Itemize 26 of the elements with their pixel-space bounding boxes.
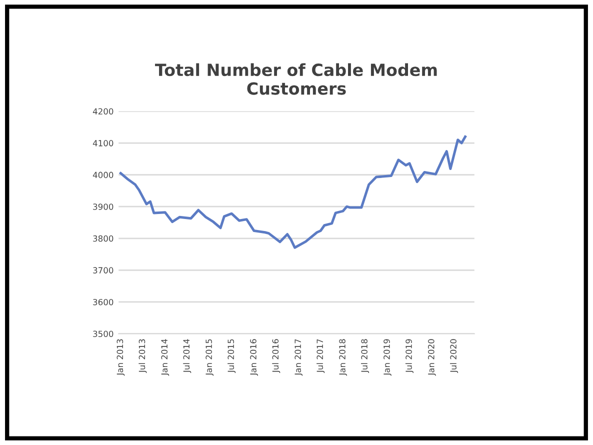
y-tick-label: 4000 <box>92 172 114 178</box>
x-tick-label: Jul 2017 <box>316 339 325 373</box>
x-tick-label: Jul 2015 <box>228 339 236 373</box>
x-tick-label: Jan 2014 <box>161 339 170 376</box>
x-tick-label: Jul 2013 <box>138 339 147 373</box>
x-tick-label: Jan 2016 <box>250 339 258 376</box>
x-tick-label: Jul 2016 <box>272 339 280 373</box>
y-tick-label: 3500 <box>93 330 114 338</box>
y-tick-label: 3600 <box>93 298 114 306</box>
y-tick-label: 4100 <box>92 140 114 146</box>
chart-title: Total Number of Cable Modem Customers <box>155 63 437 95</box>
x-tick-label: Jul 2019 <box>405 339 414 373</box>
line-series <box>119 135 467 249</box>
x-tick-label: Jan 2015 <box>206 339 214 376</box>
y-tick-label: 3700 <box>93 267 114 274</box>
x-tick-label: Jul 2014 <box>183 339 192 373</box>
y-tick-label: 4200 <box>92 108 114 115</box>
x-tick-label: Jul 2020 <box>450 339 458 373</box>
x-tick-label: Jan 2020 <box>428 339 436 376</box>
x-tick-label: Jul 2018 <box>361 339 370 373</box>
x-tick-label: Jan 2013 <box>116 339 125 376</box>
y-tick-label: 3800 <box>93 235 114 242</box>
x-tick-label: Jan 2017 <box>294 339 303 376</box>
x-tick-label: Jan 2019 <box>384 339 392 376</box>
x-tick-label: Jan 2018 <box>339 339 347 376</box>
y-tick-label: 3900 <box>93 204 114 210</box>
